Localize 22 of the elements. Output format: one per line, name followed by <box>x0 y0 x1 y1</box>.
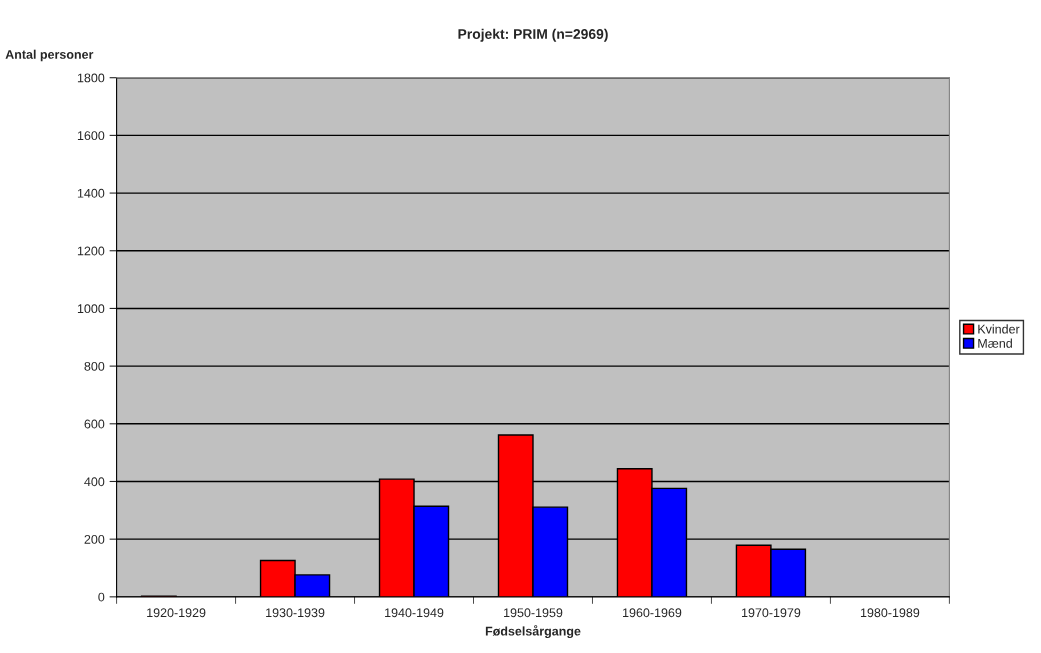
x-tick-label: 1930-1939 <box>266 608 325 618</box>
x-tick-label: 1980-1989 <box>860 608 920 618</box>
x-tick-label: 1960-1969 <box>623 608 682 618</box>
y-tick-label: 600 <box>84 419 105 429</box>
x-tick-label: 1920-1929 <box>147 608 206 618</box>
x-tick-label: 1970-1979 <box>742 608 801 618</box>
y-tick-label: 1600 <box>77 131 105 141</box>
x-tick-label: 1940-1949 <box>385 608 444 618</box>
y-tick-label: 800 <box>84 361 105 371</box>
chart-title: Projekt: PRIM (n=2969) <box>458 28 608 42</box>
y-tick-label: 1400 <box>77 188 105 198</box>
y-tick-label: 200 <box>84 534 105 544</box>
y-tick-label: 1200 <box>77 246 105 256</box>
y-tick-label: 1800 <box>77 73 105 83</box>
x-tick-label: 1950-1959 <box>504 608 563 618</box>
y-tick-label: 0 <box>98 592 105 602</box>
y-axis-title: Antal personer <box>5 49 94 62</box>
y-tick-label: 400 <box>84 477 105 487</box>
y-tick-label: 1000 <box>77 304 105 314</box>
x-axis-title: Fødselsårgange <box>485 625 581 639</box>
legend-label: Kvinder <box>978 324 1020 334</box>
legend-label: Mænd <box>978 338 1012 348</box>
